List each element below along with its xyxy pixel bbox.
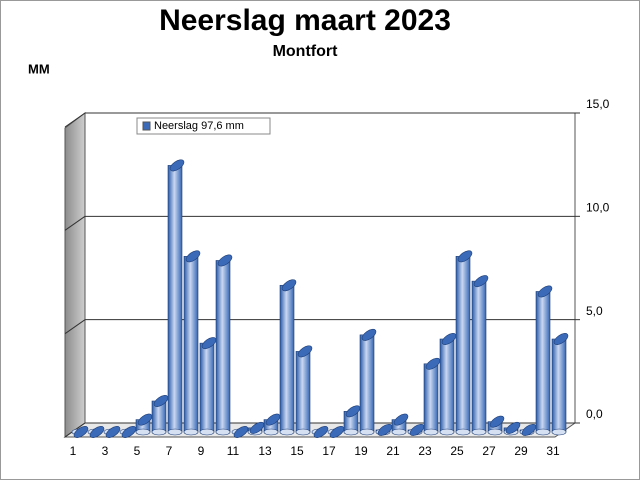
- bar: [455, 256, 471, 433]
- y-axis-label: MM: [28, 61, 50, 76]
- bar: [439, 338, 455, 433]
- bar-base: [551, 428, 567, 436]
- x-tick-label: 29: [514, 444, 528, 458]
- bar-top: [441, 333, 457, 345]
- grid-line-side: [64, 319, 86, 335]
- bar-top: [201, 337, 217, 350]
- bar-base: [343, 428, 359, 436]
- legend-swatch: [142, 121, 151, 131]
- bar-top: [329, 426, 345, 438]
- bar-top: [425, 357, 441, 370]
- back-wall: [84, 112, 576, 424]
- bar-top: [553, 333, 569, 345]
- x-tick-label: 7: [166, 444, 173, 458]
- x-tick-label: 3: [102, 444, 109, 458]
- bar-base: [359, 428, 375, 436]
- bar: [199, 342, 215, 433]
- bar: [167, 165, 183, 433]
- bar-base: [263, 428, 279, 436]
- bar-top: [281, 279, 297, 292]
- bar-base: [295, 428, 311, 436]
- bar-top: [153, 395, 169, 407]
- grid-line-side: [64, 112, 86, 128]
- bar-base: [535, 428, 551, 436]
- bar-top: [121, 426, 137, 438]
- bar-top: [537, 285, 553, 298]
- bar-top: [345, 405, 361, 418]
- bar-top: [137, 413, 153, 426]
- bar-top: [105, 426, 121, 438]
- bar-base: [151, 428, 167, 436]
- bar-base: [215, 428, 231, 436]
- chart-subtitle: Montfort: [273, 43, 339, 60]
- bar: [215, 260, 231, 433]
- bar-top: [361, 328, 377, 341]
- x-tick-label: 13: [258, 444, 272, 458]
- x-tick-label: 11: [227, 444, 240, 458]
- bar: [535, 291, 551, 433]
- bar-top: [313, 426, 329, 438]
- bar-top: [233, 426, 249, 438]
- bar-top: [217, 254, 233, 267]
- x-tick-label: 31: [546, 444, 560, 458]
- legend-label: Neerslag 97,6 mm: [154, 120, 244, 132]
- bar-top: [73, 426, 89, 438]
- bar: [471, 280, 487, 433]
- bars: [71, 159, 569, 438]
- y-tick-label: 15,0: [586, 97, 610, 111]
- bar-top: [473, 275, 489, 288]
- bar-base: [135, 428, 151, 436]
- bar-base: [279, 428, 295, 436]
- bar-base: [487, 428, 503, 436]
- legend-box: [136, 117, 271, 135]
- x-tick-label: 21: [386, 444, 400, 458]
- bar-top: [249, 421, 265, 434]
- bar-top: [377, 423, 393, 436]
- bar-top: [489, 415, 505, 428]
- bar-base: [423, 428, 439, 436]
- bar: [183, 256, 199, 433]
- bar-base: [183, 428, 199, 436]
- legend: Neerslag 97,6 mm: [136, 117, 271, 135]
- x-tick-label: 27: [482, 444, 496, 458]
- bar-top: [505, 421, 521, 434]
- y-tick-label: 5,0: [586, 304, 603, 318]
- y-tick-label: 10,0: [586, 201, 610, 215]
- bar-base: [199, 428, 215, 436]
- bar-top: [409, 423, 425, 436]
- bar-top: [297, 345, 313, 358]
- x-tick-label: 17: [322, 444, 336, 458]
- y-tick-label: 0,0: [586, 407, 603, 421]
- bar-top: [457, 250, 473, 263]
- bar-top: [393, 413, 409, 426]
- x-tick-label: 5: [134, 444, 141, 458]
- bar: [359, 334, 375, 433]
- bar: [279, 284, 295, 433]
- x-tick-label: 9: [198, 444, 205, 458]
- x-tick-label: 15: [290, 444, 304, 458]
- x-tick-label: 25: [450, 444, 464, 458]
- bar-base: [471, 428, 487, 436]
- grid: [64, 112, 580, 438]
- bar-base: [167, 428, 183, 436]
- bar-top: [169, 159, 185, 172]
- bar-top: [185, 250, 201, 263]
- side-wall: [64, 112, 86, 438]
- bar-base: [391, 428, 407, 436]
- x-tick-label: 19: [354, 444, 368, 458]
- bar-base: [439, 428, 455, 436]
- bar: [551, 338, 567, 433]
- bar-top: [521, 423, 537, 436]
- bar-top: [89, 426, 105, 438]
- x-tick-label: 1: [70, 444, 77, 458]
- x-tick-label: 23: [418, 444, 432, 458]
- bar: [295, 351, 311, 433]
- chart-title: Neerslag maart 2023: [159, 4, 451, 37]
- bar-base: [455, 428, 471, 436]
- bar-top: [265, 413, 281, 426]
- bar: [423, 363, 439, 433]
- grid-line-side: [64, 215, 86, 231]
